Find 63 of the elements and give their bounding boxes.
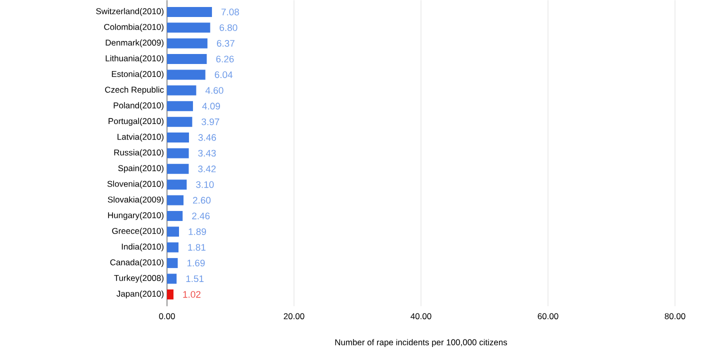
y-tick-label: Russia(2010) [114, 149, 164, 158]
data-label: 1.02 [183, 290, 200, 298]
y-tick-label: Switzerland(2010) [96, 8, 164, 16]
data-label: 3.97 [202, 118, 220, 126]
x-tick-label: 40.00 [410, 313, 432, 320]
data-label: 3.46 [198, 134, 216, 141]
bar [167, 38, 208, 48]
bar [167, 258, 178, 268]
y-tick-label: Slovakia(2009) [108, 196, 164, 204]
data-label: 1.81 [188, 244, 206, 251]
y-tick-label: Denmark(2009) [106, 39, 164, 48]
x-tick-label: 80.00 [664, 313, 686, 320]
data-label: 2.60 [193, 196, 211, 204]
bar [167, 242, 178, 252]
bar [167, 22, 210, 33]
bar [167, 164, 189, 174]
bar [167, 274, 177, 284]
y-tick-label: Japan(2010) [116, 290, 164, 298]
bar [167, 6, 212, 17]
bar [167, 132, 189, 142]
bar [167, 226, 180, 237]
data-label: 1.89 [188, 228, 206, 235]
data-label: 3.43 [198, 150, 216, 156]
y-tick-label: Colombia(2010) [104, 24, 164, 32]
y-tick-label: Czech Republic [105, 86, 164, 94]
y-tick-label: Lithuania(2010) [106, 55, 164, 63]
data-label: 6.26 [216, 56, 234, 62]
data-label: 3.10 [196, 181, 214, 188]
bar [167, 54, 207, 64]
data-label: 1.69 [187, 260, 205, 266]
y-tick-label: Spain(2010) [118, 164, 164, 173]
data-label: 6.37 [216, 40, 234, 47]
y-tick-label: Poland(2010) [114, 102, 164, 110]
bar [167, 210, 183, 221]
y-tick-label: Latvia(2010) [118, 133, 164, 142]
y-tick-label: India(2010) [122, 243, 164, 252]
y-tick-label: Portugal(2010) [108, 118, 164, 126]
y-tick-label: Canada(2010) [110, 259, 164, 267]
y-tick-label: Greece(2010) [112, 228, 164, 236]
y-tick-label: Slovenia(2010) [107, 180, 164, 188]
y-tick-label: Hungary(2010) [108, 212, 164, 220]
bar [167, 101, 193, 112]
x-tick-label: 20.00 [284, 313, 304, 320]
y-tick-label: Estonia(2010) [112, 70, 164, 79]
bar [167, 116, 192, 127]
data-label: 2.46 [192, 212, 210, 220]
data-label: 7.08 [221, 8, 239, 16]
x-tick-label: 0.00 [159, 313, 175, 320]
bar [167, 70, 206, 80]
bar [167, 148, 189, 158]
data-label: 4.60 [205, 86, 224, 94]
bar [167, 289, 174, 300]
x-tick-label: 60.00 [538, 313, 558, 320]
y-tick-label: Turkey(2008) [114, 274, 164, 283]
data-label: 6.04 [214, 71, 233, 78]
x-axis-title: Number of rape incidents per 100,000 citizens [335, 338, 508, 347]
bar [167, 179, 187, 190]
data-label: 3.42 [198, 165, 216, 172]
bar [167, 85, 196, 96]
data-label: 4.09 [202, 102, 220, 110]
data-label: 6.80 [220, 24, 238, 31]
data-label: 1.51 [186, 275, 204, 282]
bar [167, 195, 184, 206]
